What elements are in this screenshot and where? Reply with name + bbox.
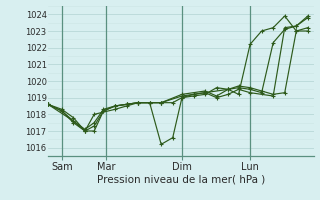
X-axis label: Pression niveau de la mer( hPa ): Pression niveau de la mer( hPa ) <box>97 174 265 184</box>
